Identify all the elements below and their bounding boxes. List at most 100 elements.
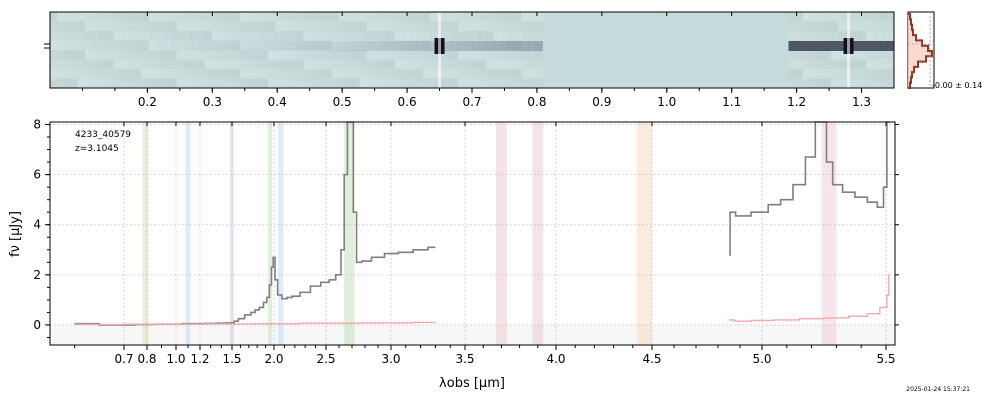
- noise-pixel: [450, 40, 459, 50]
- noise-pixel: [401, 50, 410, 60]
- noise-pixel: [464, 59, 473, 69]
- noise-pixel: [190, 31, 199, 41]
- noise-pixel: [85, 78, 93, 88]
- noise-pixel: [162, 69, 171, 79]
- trace-pixel: [865, 41, 874, 51]
- noise-pixel: [788, 69, 797, 79]
- noise-pixel: [464, 40, 473, 50]
- noise-pixel: [472, 21, 480, 31]
- noise-pixel: [457, 21, 466, 31]
- noise-pixel: [99, 78, 107, 88]
- noise-pixel: [190, 69, 199, 79]
- trace-pixel: [521, 41, 529, 51]
- trace-pixel: [879, 41, 888, 51]
- noise-pixel: [373, 40, 382, 50]
- noise-pixel: [232, 12, 241, 22]
- noise-pixel: [246, 21, 255, 31]
- noise-pixel: [352, 40, 360, 50]
- noise-pixel: [169, 12, 178, 22]
- noise-pixel: [387, 12, 396, 22]
- noise-pixel: [359, 40, 367, 50]
- noise-pixel: [823, 12, 832, 22]
- x-tick-label: 1.0: [166, 352, 185, 366]
- top-x-tick-label: 0.8: [527, 95, 546, 109]
- noise-pixel: [443, 31, 452, 41]
- noise-pixel: [879, 21, 888, 31]
- emission-line-band: [268, 122, 273, 345]
- noise-pixel: [120, 50, 128, 60]
- noise-pixel: [275, 50, 283, 60]
- noise-pixel: [373, 59, 382, 69]
- noise-pixel: [443, 21, 452, 31]
- noise-pixel: [837, 78, 846, 88]
- noise-pixel: [422, 12, 431, 22]
- noise-pixel: [535, 69, 543, 79]
- noise-pixel: [218, 31, 227, 41]
- noise-pixel: [486, 31, 494, 41]
- noise-pixel: [415, 31, 424, 41]
- noise-pixel: [303, 59, 311, 69]
- noise-pixel: [204, 59, 213, 69]
- noise-pixel: [296, 50, 304, 60]
- noise-pixel: [324, 40, 332, 50]
- noise-pixel: [472, 12, 480, 22]
- trace-pixel: [528, 41, 536, 51]
- noise-pixel: [816, 21, 825, 31]
- noise-pixel: [429, 59, 438, 69]
- noise-pixel: [113, 40, 121, 50]
- noise-pixel: [324, 31, 332, 41]
- noise-pixel: [879, 50, 888, 60]
- noise-pixel: [289, 31, 297, 41]
- noise-pixel: [830, 78, 839, 88]
- noise-pixel: [479, 59, 487, 69]
- noise-pixel: [359, 69, 367, 79]
- noise-pixel: [394, 12, 403, 22]
- noise-pixel: [148, 69, 156, 79]
- noise-pixel: [507, 50, 515, 60]
- trace-pixel: [464, 41, 473, 51]
- trace-pixel: [500, 41, 508, 51]
- noise-pixel: [802, 12, 811, 22]
- noise-pixel: [246, 12, 255, 22]
- noise-pixel: [823, 78, 832, 88]
- x-tick-label: 3.5: [455, 352, 474, 366]
- trace-pixel: [486, 41, 494, 51]
- plot-frame: [49, 121, 896, 346]
- noise-pixel: [528, 31, 536, 41]
- noise-pixel: [176, 31, 185, 41]
- noise-pixel: [345, 12, 353, 22]
- noise-pixel: [528, 69, 536, 79]
- noise-pixel: [500, 59, 508, 69]
- noise-pixel: [78, 31, 86, 41]
- noise-pixel: [289, 12, 297, 22]
- noise-pixel: [788, 12, 797, 22]
- emission-line-band: [532, 122, 544, 345]
- noise-pixel: [457, 40, 466, 50]
- noise-pixel: [113, 31, 121, 41]
- noise-pixel: [225, 59, 234, 69]
- trace-pixel: [872, 41, 881, 51]
- noise-pixel: [865, 69, 874, 79]
- noise-pixel: [387, 31, 396, 41]
- noise-pixel: [802, 31, 811, 41]
- noise-pixel: [352, 78, 360, 88]
- noise-pixel: [120, 21, 128, 31]
- 2d-spectrum-panel: 0.2 0.3 0.4 0.5 0.6 0.7 0.8 0.9 1.0 1.1 1.2 1.3: [44, 11, 895, 109]
- noise-pixel: [479, 78, 487, 88]
- noise-pixel: [155, 50, 164, 60]
- noise-pixel: [422, 31, 431, 41]
- noise-pixel: [183, 40, 192, 50]
- noise-pixel: [85, 69, 93, 79]
- noise-pixel: [493, 12, 501, 22]
- noise-pixel: [394, 40, 403, 50]
- noise-pixel: [232, 50, 241, 60]
- noise-pixel: [141, 31, 149, 41]
- noise-pixel: [401, 69, 410, 79]
- noise-pixel: [457, 78, 466, 88]
- noise-pixel: [50, 40, 58, 50]
- x-axis-label: λobs [μm]: [439, 376, 505, 391]
- noise-pixel: [85, 12, 93, 22]
- noise-pixel: [450, 50, 459, 60]
- noise-pixel: [64, 69, 72, 79]
- noise-pixel: [802, 78, 811, 88]
